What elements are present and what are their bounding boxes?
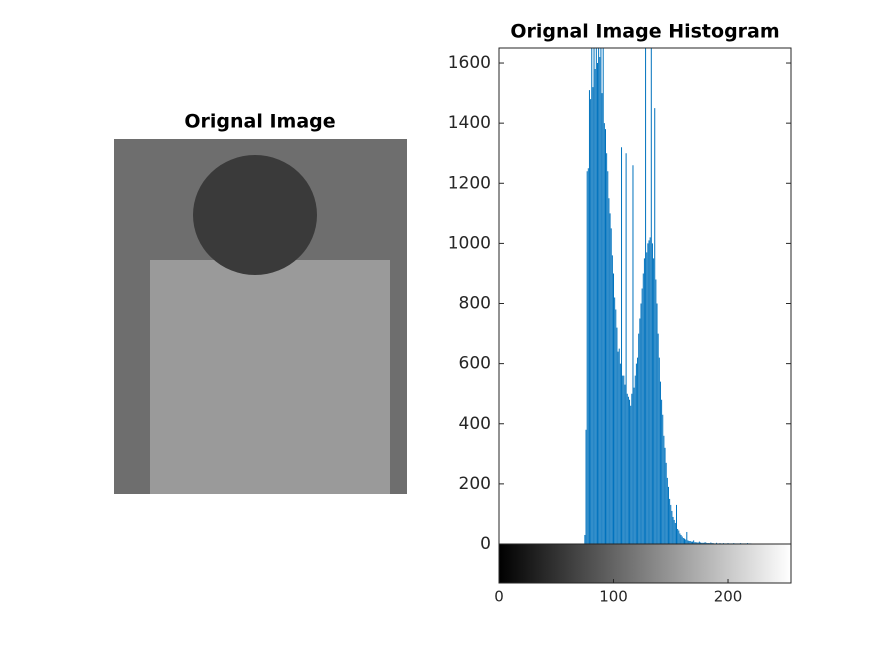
y-tick-label: 1000 xyxy=(448,233,491,253)
y-tick-label: 0 xyxy=(480,534,491,554)
y-tick-label: 1200 xyxy=(448,173,491,193)
chart-title: Orignal Image Histogram xyxy=(510,21,779,43)
colorbar xyxy=(498,543,792,584)
y-tick-label: 400 xyxy=(459,414,491,434)
y-tick-label: 600 xyxy=(459,354,491,374)
image-figure xyxy=(150,260,390,494)
y-tick-label: 200 xyxy=(459,474,491,494)
x-tick-label: 0 xyxy=(494,588,504,606)
x-tick-label: 200 xyxy=(714,588,743,606)
y-tick-label: 1400 xyxy=(448,113,491,133)
y-tick-label: 800 xyxy=(459,294,491,314)
image-head xyxy=(193,155,317,275)
y-tick-label: 1600 xyxy=(448,53,491,73)
x-tick-label: 100 xyxy=(599,588,628,606)
axes-box xyxy=(498,47,792,545)
plot-area xyxy=(584,48,752,544)
image-title: Orignal Image xyxy=(184,111,335,133)
